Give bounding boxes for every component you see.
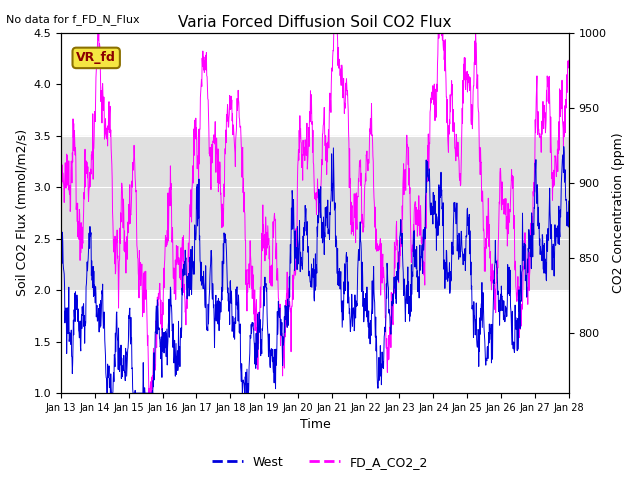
X-axis label: Time: Time bbox=[300, 419, 330, 432]
Y-axis label: Soil CO2 Flux (mmol/m2/s): Soil CO2 Flux (mmol/m2/s) bbox=[15, 129, 28, 297]
Legend: West, FD_A_CO2_2: West, FD_A_CO2_2 bbox=[207, 451, 433, 474]
Text: No data for f_FD_N_Flux: No data for f_FD_N_Flux bbox=[6, 14, 140, 25]
Y-axis label: CO2 Concentration (ppm): CO2 Concentration (ppm) bbox=[612, 132, 625, 293]
Text: VR_fd: VR_fd bbox=[76, 51, 116, 64]
Bar bbox=[61, 135, 569, 290]
Title: Varia Forced Diffusion Soil CO2 Flux: Varia Forced Diffusion Soil CO2 Flux bbox=[178, 15, 452, 30]
